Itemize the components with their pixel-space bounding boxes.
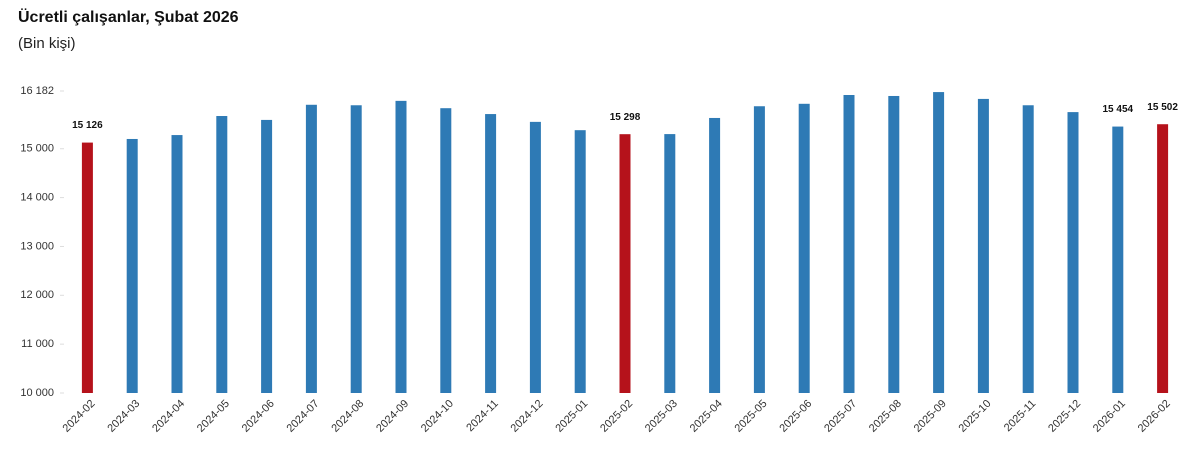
- bar: [619, 134, 631, 393]
- value-label: 15 126: [72, 120, 103, 131]
- bar: [574, 130, 586, 394]
- chart-subtitle: (Bin kişi): [18, 35, 76, 52]
- x-tick-label: 2025-07: [822, 398, 859, 435]
- bar: [1157, 124, 1169, 393]
- y-tick-label: 11 000: [21, 338, 54, 350]
- x-tick-label: 2025-12: [1046, 398, 1083, 435]
- bar: [709, 117, 721, 393]
- x-tick-label: 2026-02: [1136, 398, 1173, 435]
- y-tick-label: 13 000: [20, 240, 54, 252]
- bar: [395, 100, 407, 393]
- bar: [305, 104, 317, 393]
- y-tick-label: 15 000: [20, 143, 54, 155]
- x-tick-label: 2026-01: [1091, 398, 1128, 435]
- bar: [888, 95, 900, 394]
- x-tick-label: 2024-02: [61, 398, 98, 435]
- bar: [933, 92, 945, 393]
- bar: [753, 106, 765, 393]
- x-tick-label: 2025-04: [688, 398, 725, 435]
- x-tick-label: 2025-10: [957, 398, 994, 435]
- x-tick-label: 2025-02: [598, 398, 635, 435]
- x-tick-label: 2024-11: [464, 398, 500, 434]
- chart-title: Ücretli çalışanlar, Şubat 2026: [18, 7, 239, 26]
- bar: [440, 108, 452, 393]
- bar: [350, 105, 362, 393]
- bar: [81, 142, 93, 393]
- value-label: 15 502: [1147, 102, 1178, 113]
- y-tick-label: 14 000: [20, 192, 54, 204]
- x-tick-label: 2025-09: [912, 398, 949, 435]
- y-tick-label: 10 000: [20, 387, 54, 399]
- x-tick-label: 2024-03: [105, 398, 142, 435]
- bar: [977, 98, 989, 393]
- x-tick-label: 2024-09: [374, 398, 411, 435]
- value-label: 15 454: [1103, 104, 1134, 115]
- x-tick-label: 2025-03: [643, 398, 680, 435]
- bar: [529, 121, 541, 394]
- x-tick-label: 2025-06: [777, 398, 814, 435]
- x-tick-label: 2025-08: [867, 398, 904, 435]
- y-tick-label: 16 182: [20, 85, 54, 97]
- bar: [126, 138, 138, 393]
- x-tick-label: 2025-01: [553, 398, 590, 435]
- bar: [261, 119, 273, 393]
- bar: [664, 134, 676, 393]
- bar: [171, 135, 183, 393]
- x-tick-label: 2025-05: [733, 398, 770, 435]
- bar: [1067, 112, 1079, 393]
- x-tick-label: 2024-06: [240, 398, 277, 435]
- x-tick-label: 2024-05: [195, 398, 232, 435]
- bar: [1022, 105, 1034, 393]
- bar: [1112, 126, 1124, 393]
- value-label: 15 298: [610, 112, 641, 123]
- bar: [485, 114, 497, 393]
- x-tick-label: 2024-10: [419, 398, 456, 435]
- x-tick-label: 2024-04: [150, 398, 187, 435]
- x-tick-label: 2025-11: [1002, 398, 1038, 434]
- bar: [798, 103, 810, 393]
- bar: [843, 95, 855, 393]
- x-tick-label: 2024-07: [285, 398, 322, 435]
- y-tick-label: 12 000: [20, 289, 54, 301]
- x-tick-label: 2024-12: [509, 398, 546, 435]
- bar: [216, 116, 228, 394]
- x-tick-label: 2024-08: [329, 398, 366, 435]
